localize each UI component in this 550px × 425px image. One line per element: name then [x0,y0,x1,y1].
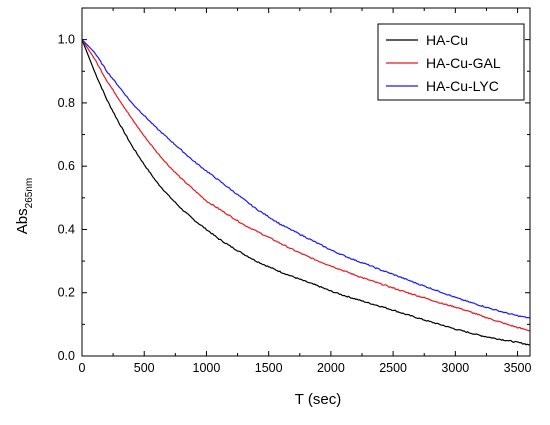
legend-box [377,23,525,101]
y-axis-title: Abs265nm [14,178,35,234]
x-axis-title: T (sec) [295,391,341,408]
legend-label-1: HA-Cu-GAL [426,55,501,71]
legend-label-2: HA-Cu-LYC [426,78,499,94]
y-tick-label: 0.8 [58,96,75,110]
plot-frame [81,7,531,357]
y-axis-title-main: Abs [14,208,31,234]
x-tick-label: 500 [134,361,155,375]
x-tick-label: 2500 [379,361,407,375]
x-tick-label: 2000 [317,361,345,375]
y-tick-label: 0.6 [58,159,75,173]
series-line-2 [81,39,531,319]
legend-label-0: HA-Cu [426,32,468,48]
x-tick-label: 3500 [504,361,532,375]
x-tick-label: 3000 [441,361,469,375]
y-tick-label: 0.2 [58,286,75,300]
x-tick-label: 1500 [255,361,283,375]
series-line-1 [81,39,531,332]
y-tick-label: 1.0 [58,33,75,47]
legend: HA-Cu HA-Cu-GAL HA-Cu-LYC [377,23,525,101]
series-line-0 [81,39,531,346]
axes: 0 500 1000 1500 2000 2500 3000 3500 0.0 0.2 0.4 0.6… [58,7,532,375]
plot-area [81,39,531,346]
y-tick-label: 0.0 [58,349,75,363]
y-axis-title-subscript: 265nm [24,178,35,209]
x-tick-label: 1000 [193,361,221,375]
x-tick-label: 0 [79,361,86,375]
y-tick-label: 0.4 [58,222,75,236]
